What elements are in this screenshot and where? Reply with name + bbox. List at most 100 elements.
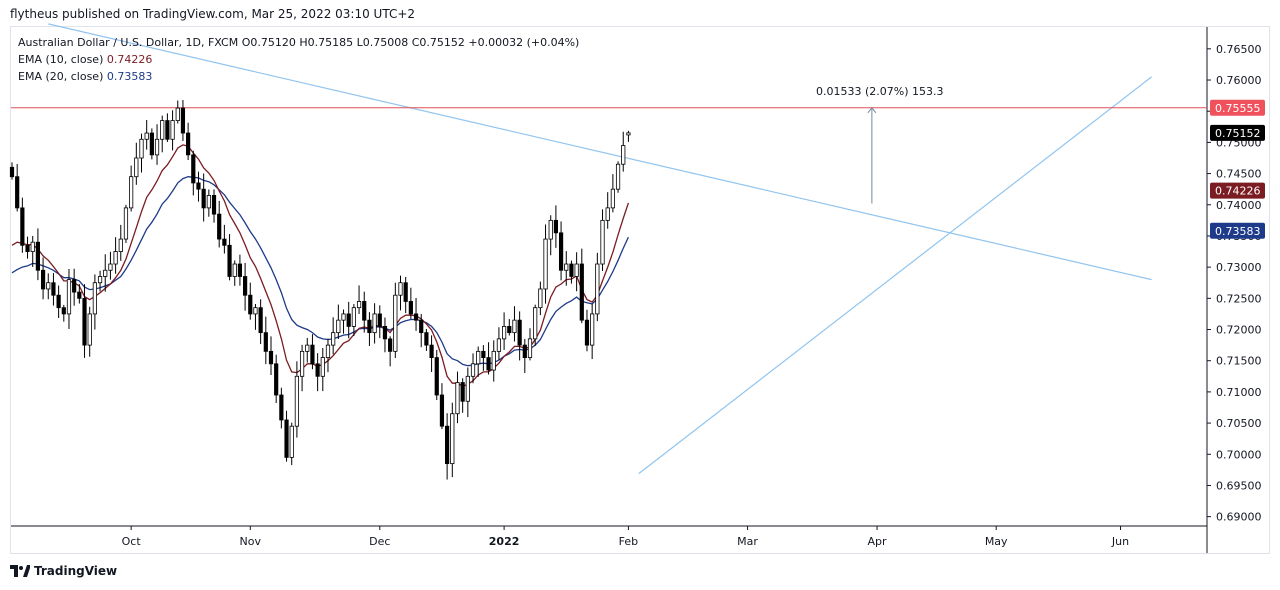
legend-symbol-row[interactable]: Australian Dollar / U.S. Dollar, 1D, FXC…: [18, 34, 579, 51]
chart-legend: Australian Dollar / U.S. Dollar, 1D, FXC…: [18, 34, 579, 85]
candle-up: [113, 251, 118, 265]
drawings: [11, 23, 1207, 475]
candle-up: [232, 263, 237, 277]
y-tick-label: 0.73000: [1216, 261, 1262, 274]
candle-down: [258, 307, 263, 334]
candle-down: [186, 132, 191, 156]
legend-ohlc: O0.75120 H0.75185 L0.75008 C0.75152 +0.0…: [241, 36, 580, 49]
price-tag-bg: [1210, 124, 1265, 141]
candle-up: [538, 288, 543, 309]
candle-down: [222, 238, 227, 246]
candle-up: [590, 313, 595, 346]
candle-down: [367, 319, 372, 334]
legend-ema20-label: EMA (20, close): [18, 70, 104, 83]
candle-down: [9, 166, 15, 178]
candle-down: [403, 282, 408, 302]
candle-up: [30, 241, 35, 252]
candle-up: [621, 145, 626, 165]
candle-up: [46, 282, 51, 290]
candle-down: [35, 241, 41, 271]
candle-down: [584, 319, 590, 346]
y-tick-label: 0.70500: [1216, 417, 1262, 430]
candle-down: [180, 107, 186, 134]
candle-up: [175, 107, 180, 121]
candle-up: [294, 375, 300, 427]
candle-down: [20, 207, 25, 246]
price-tag-label: 0.74226: [1215, 185, 1261, 198]
candle-up: [87, 313, 92, 346]
candle-up: [206, 195, 211, 209]
descending-trendline: [48, 23, 1152, 281]
axes: 0.765000.760000.755000.750000.745000.740…: [122, 43, 1262, 548]
x-tick-label: Feb: [619, 535, 638, 548]
candle-down: [211, 195, 217, 215]
candle-down: [558, 232, 564, 271]
candle-down: [346, 313, 351, 327]
legend-ema20-row[interactable]: EMA (20, close) 0.73583: [18, 68, 579, 85]
legend-ema20-value: 0.73583: [106, 70, 153, 83]
candle-down: [191, 154, 196, 184]
candle-down: [553, 219, 559, 234]
candle-up: [97, 276, 103, 284]
x-tick-label: Jun: [1111, 535, 1129, 548]
x-tick-label: May: [985, 535, 1008, 548]
candle-up: [533, 307, 538, 340]
ema10-line: [11, 144, 630, 388]
candle-down: [201, 188, 206, 209]
candle-down: [429, 344, 434, 358]
x-tick-label: Nov: [240, 535, 262, 548]
x-tick-label: Oct: [122, 535, 142, 548]
candle-up: [253, 307, 258, 315]
legend-ema10-value: 0.74226: [106, 53, 153, 66]
price-tag-bg: [1210, 99, 1265, 116]
candle-down: [149, 132, 154, 156]
candle-down: [165, 120, 170, 140]
candle-up: [170, 120, 175, 140]
x-tick-label: 2022: [489, 535, 520, 548]
candle-up: [351, 307, 356, 327]
candle-down: [439, 394, 445, 427]
candle-up: [299, 350, 305, 377]
candle-down: [217, 213, 222, 240]
candle-down: [15, 176, 20, 209]
candle-down: [82, 297, 87, 346]
candle-up: [325, 344, 331, 358]
candle-up: [123, 207, 129, 240]
candle-down: [268, 350, 274, 365]
candle-down: [445, 425, 450, 465]
y-tick-label: 0.69000: [1216, 511, 1262, 524]
footer-brand[interactable]: TradingView: [10, 564, 117, 578]
y-tick-label: 0.72500: [1216, 292, 1262, 305]
ascending-trendline: [638, 76, 1152, 475]
candle-down: [51, 282, 56, 296]
candle-down: [460, 382, 465, 402]
candle-up: [341, 313, 346, 321]
price-tag-label: 0.75152: [1215, 127, 1261, 140]
candle-up: [600, 219, 605, 265]
candle-up: [118, 238, 123, 252]
y-tick-label: 0.69500: [1216, 479, 1262, 492]
candle-up: [139, 138, 144, 159]
candle-up: [512, 319, 517, 334]
ema-lines: [11, 144, 630, 388]
legend-ema10-row[interactable]: EMA (10, close) 0.74226: [18, 51, 579, 68]
candle-down: [274, 363, 279, 396]
y-tick-label: 0.71000: [1216, 386, 1262, 399]
y-tick-label: 0.71500: [1216, 355, 1262, 368]
candle-down: [310, 344, 315, 365]
candle-up: [372, 313, 377, 334]
candle-up: [356, 301, 362, 309]
candle-up: [108, 263, 113, 271]
candle-down: [522, 344, 527, 358]
candle-up: [92, 282, 97, 315]
candle-up: [331, 332, 336, 346]
candle-up: [496, 338, 502, 352]
candle-down: [517, 319, 522, 346]
candle-up: [574, 263, 579, 277]
chart-frame[interactable]: [10, 26, 1270, 554]
candle-down: [382, 325, 388, 340]
candle-up: [543, 238, 548, 290]
candle-up: [470, 363, 476, 377]
y-tick-label: 0.74000: [1216, 199, 1262, 212]
